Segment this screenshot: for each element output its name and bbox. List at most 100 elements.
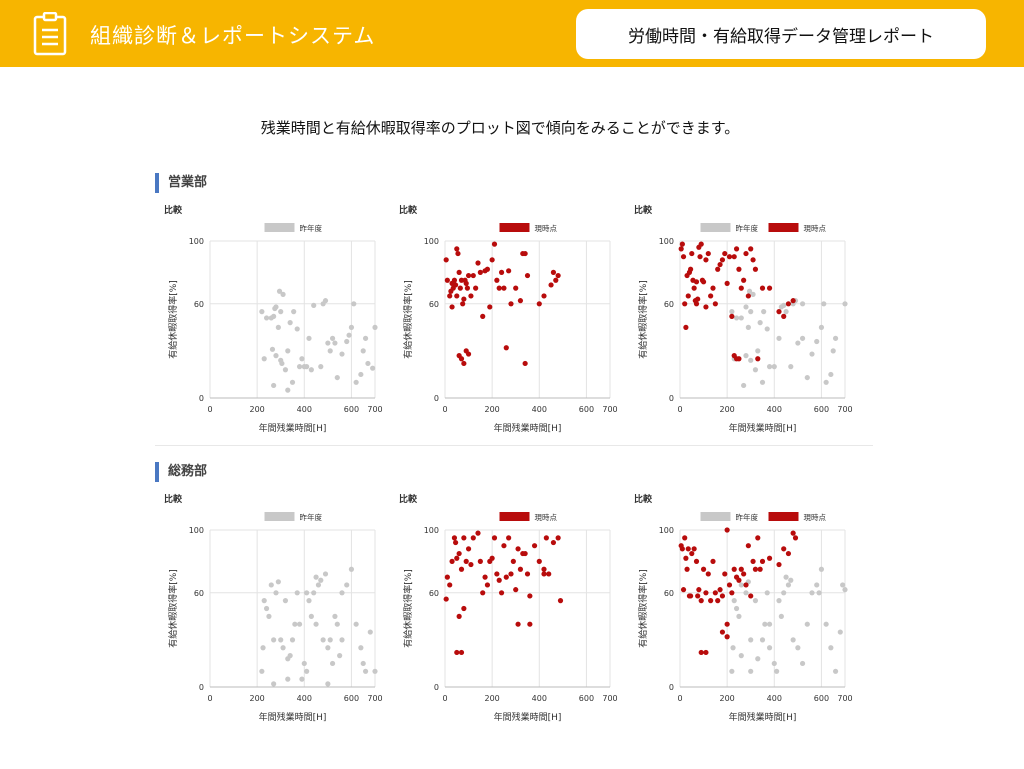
- data-point-previous: [339, 590, 345, 596]
- data-point-previous: [285, 676, 291, 682]
- x-axis-title: 年間残業時間[H]: [259, 711, 327, 723]
- x-tick-label: 400: [532, 405, 547, 414]
- data-point-current: [726, 582, 733, 588]
- y-tick-label: 60: [664, 300, 674, 309]
- data-point-previous: [282, 598, 289, 604]
- data-point-current: [468, 293, 474, 299]
- data-point-current: [785, 301, 792, 307]
- data-point-previous: [360, 660, 366, 667]
- data-point-current: [531, 543, 538, 549]
- data-point-previous: [759, 637, 766, 643]
- data-point-previous: [828, 645, 834, 651]
- data-point-current: [697, 254, 703, 260]
- data-point-previous: [261, 356, 267, 362]
- data-point-previous: [788, 364, 794, 370]
- data-point-current: [460, 301, 466, 307]
- report-title-button[interactable]: 労働時間・有給取得データ管理レポート: [576, 9, 986, 59]
- data-point-previous: [271, 637, 277, 643]
- data-point-current: [482, 574, 488, 580]
- data-point-previous: [339, 637, 345, 643]
- x-axis-title: 年間残業時間[H]: [494, 422, 562, 434]
- data-point-previous: [818, 566, 825, 572]
- data-point-current: [700, 279, 707, 285]
- y-axis-title: 有給休暇取得率[%]: [637, 280, 649, 359]
- data-point-previous: [263, 315, 270, 321]
- data-point-previous: [818, 324, 825, 330]
- x-tick-label: 0: [207, 405, 212, 414]
- data-point-current: [468, 561, 474, 568]
- data-point-current: [790, 530, 796, 536]
- data-point-previous: [771, 660, 777, 667]
- data-point-previous: [269, 346, 276, 352]
- data-point-current: [693, 558, 700, 564]
- data-point-current: [475, 260, 481, 266]
- data-point-previous: [287, 320, 293, 326]
- data-point-current: [748, 593, 754, 599]
- data-point-current: [781, 546, 787, 552]
- data-point-current: [455, 250, 461, 257]
- data-point-previous: [752, 367, 759, 373]
- data-point-previous: [315, 582, 322, 588]
- data-point-previous: [743, 353, 749, 359]
- data-point-previous: [320, 637, 326, 643]
- data-point-previous: [289, 637, 296, 643]
- data-point-previous: [299, 356, 305, 362]
- data-point-current: [453, 539, 459, 546]
- data-point-current: [680, 254, 687, 260]
- data-point-previous: [351, 301, 357, 307]
- scatter-chart-general-previous: 比較 昨年度 0 60 100 0 200 400 600 700 年間残業時間[H] 有給休暇取得率…: [160, 489, 390, 729]
- data-point-previous: [762, 621, 768, 627]
- data-point-previous: [738, 653, 744, 659]
- data-point-previous: [736, 613, 742, 619]
- data-point-previous: [752, 598, 759, 604]
- data-point-current: [729, 313, 735, 319]
- chart-caption: 比較: [634, 493, 653, 505]
- data-point-current: [536, 301, 542, 307]
- chart-caption: 比較: [399, 493, 418, 505]
- data-point-current: [738, 285, 744, 291]
- data-point-current: [498, 269, 505, 275]
- y-axis-title: 有給休暇取得率[%]: [402, 569, 414, 648]
- data-point-current: [688, 266, 694, 272]
- legend-swatch-current: [499, 223, 530, 232]
- data-point-current: [724, 527, 730, 533]
- data-point-current: [691, 546, 697, 552]
- x-tick-label: 600: [814, 694, 829, 703]
- data-point-current: [501, 543, 507, 549]
- data-point-current: [484, 582, 491, 588]
- data-point-previous: [313, 621, 319, 627]
- data-point-previous: [339, 351, 345, 357]
- data-point-current: [695, 296, 701, 302]
- data-point-current: [465, 272, 472, 279]
- data-point-previous: [325, 681, 331, 687]
- data-point-previous: [837, 629, 843, 635]
- data-point-previous: [322, 298, 329, 304]
- data-point-previous: [306, 598, 312, 604]
- legend-swatch-current: [499, 512, 530, 521]
- data-point-current: [447, 582, 453, 588]
- data-point-current: [691, 285, 697, 291]
- x-tick-label: 700: [367, 694, 382, 703]
- data-point-current: [451, 535, 458, 541]
- x-tick-label: 700: [837, 694, 852, 703]
- app-header: 組織診断＆レポートシステム 労働時間・有給取得データ管理レポート: [0, 0, 1024, 67]
- data-point-current: [484, 266, 491, 272]
- data-point-current: [503, 574, 509, 580]
- data-point-previous: [776, 335, 782, 341]
- x-axis-title: 年間残業時間[H]: [729, 711, 797, 723]
- data-point-current: [463, 558, 469, 564]
- data-point-current: [524, 272, 531, 279]
- data-point-previous: [332, 340, 338, 346]
- data-point-current: [461, 296, 467, 302]
- data-point-current: [501, 285, 507, 291]
- data-point-current: [710, 558, 716, 564]
- data-point-current: [454, 246, 460, 252]
- data-point-current: [698, 649, 704, 656]
- data-point-previous: [738, 582, 744, 588]
- data-point-current: [693, 279, 700, 285]
- legend-swatch-previous: [264, 512, 295, 521]
- data-point-current: [759, 558, 766, 564]
- data-point-previous: [325, 340, 331, 346]
- x-tick-label: 400: [767, 694, 782, 703]
- data-point-current: [494, 571, 500, 577]
